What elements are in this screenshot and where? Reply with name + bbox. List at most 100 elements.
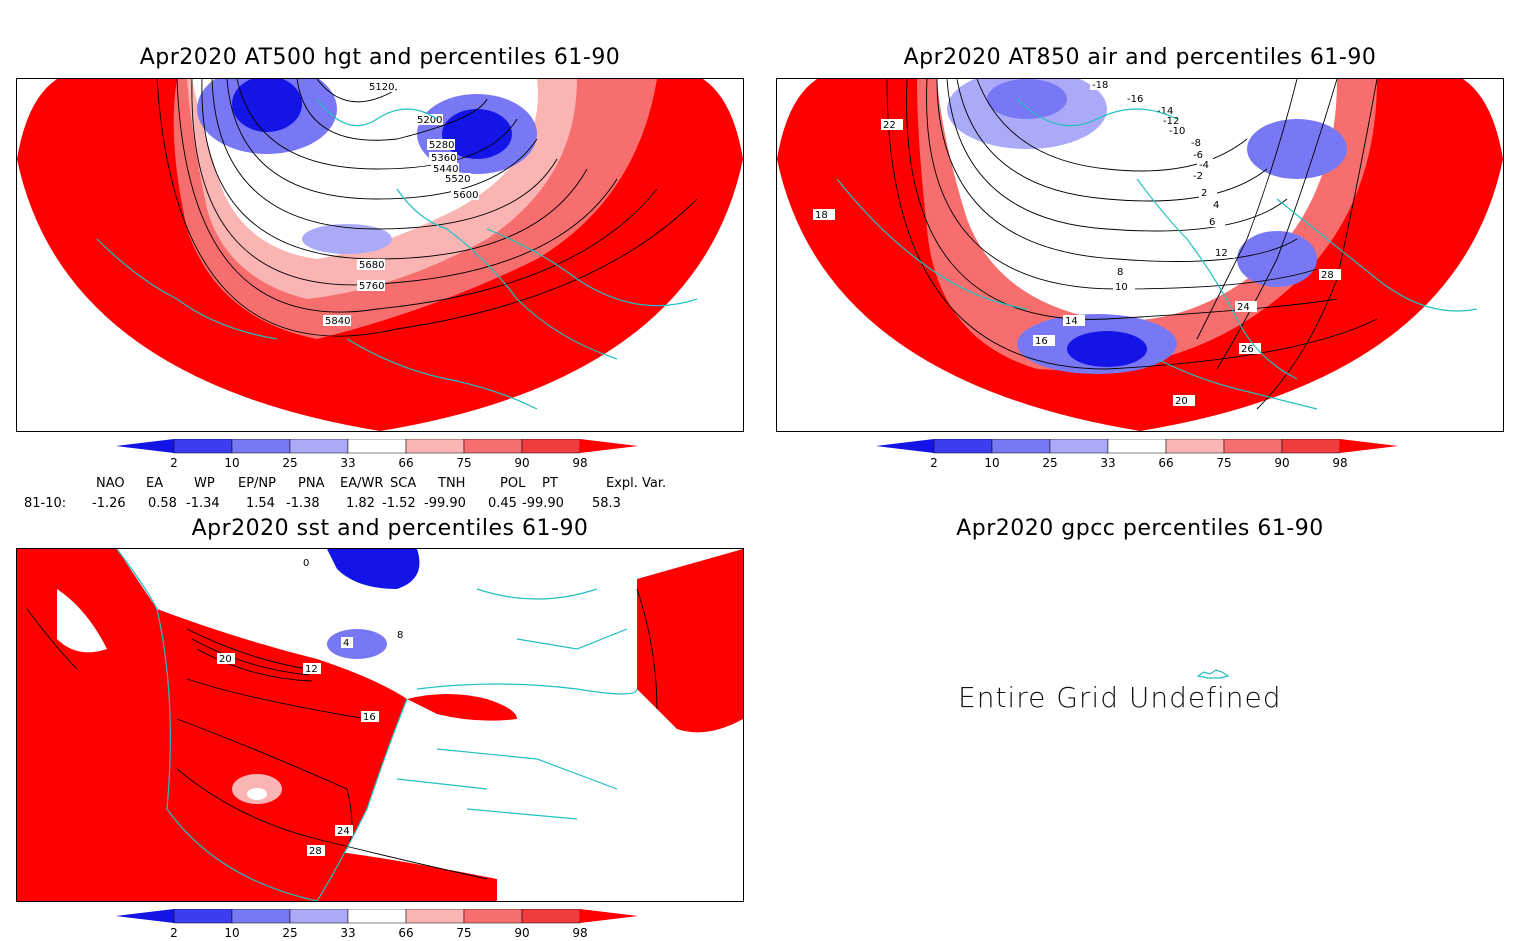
- map-hgt: 5120 5200 5280 5360 5440 5520 5600 5680 …: [17, 79, 743, 431]
- colorbar-segment: [173, 909, 233, 924]
- colorbar-tick-label: 2: [930, 456, 938, 470]
- colorbar-tick-label: 98: [572, 456, 587, 470]
- colorbar-tick-label: 33: [340, 926, 355, 940]
- colorbar-tick-label: 10: [224, 926, 239, 940]
- colorbar-tick-label: 75: [456, 926, 471, 940]
- index-header: NAO: [96, 476, 125, 491]
- colorbar-tick-label: 90: [514, 456, 529, 470]
- contour-label: 24: [1237, 302, 1250, 313]
- contour-label: 12: [1215, 248, 1228, 259]
- colorbar: 2 10 25 33 66 75 90 98: [116, 909, 638, 940]
- contour-label: 8: [397, 630, 403, 641]
- colorbar-tick-label: 33: [1100, 456, 1115, 470]
- contour-label: 4: [343, 638, 349, 649]
- colorbar-segment: [933, 439, 993, 454]
- map-air: -18 -16 -14 -12 -10 -8 -6 -4 -2 2 4 6 8 …: [777, 79, 1503, 431]
- contour-label: -8: [1191, 138, 1201, 149]
- coastlines: [116, 549, 638, 901]
- contour-label: 26: [1241, 344, 1254, 355]
- contour-label: 5840: [325, 316, 350, 327]
- small-outline-icon: [1196, 669, 1230, 679]
- contour-lines: [156, 79, 698, 337]
- contour-label: 18: [815, 210, 828, 221]
- contour-label: -14: [1157, 106, 1173, 117]
- colorbar-tick-label: 98: [572, 926, 587, 940]
- colorbar-tick-label: 10: [224, 456, 239, 470]
- contour-label: -16: [1127, 94, 1143, 105]
- colorbar-tick-label: 90: [1274, 456, 1289, 470]
- contour-label: -18: [1092, 80, 1108, 91]
- index-value: 0.45: [488, 496, 517, 511]
- colorbar: 2 10 25 33 66 75 90 98: [116, 439, 638, 470]
- colorbar-segment: [463, 439, 523, 454]
- colorbar-segment: [1223, 439, 1283, 454]
- index-value: 0.58: [148, 496, 177, 511]
- index-header: WP: [194, 476, 215, 491]
- panel-title-gpcc: Apr2020 gpcc percentiles 61-90: [956, 516, 1324, 541]
- contour-labels: 0 4 8 12 16 20 24 28: [217, 557, 407, 857]
- index-header: TNH: [438, 476, 466, 491]
- contour-label: 4: [1213, 200, 1219, 211]
- contour-label: 5120: [369, 82, 394, 93]
- contour-label: -2: [1193, 171, 1203, 182]
- map-sst: 0 4 8 12 16 20 24 28: [17, 549, 743, 901]
- blue-anomaly-core: [987, 79, 1067, 119]
- contour-label: 28: [1321, 270, 1334, 281]
- colorbar-segment: [405, 909, 465, 924]
- colorbar-segment: [347, 909, 407, 924]
- contour-labels: -18 -16 -14 -12 -10 -8 -6 -4 -2 2 4 6 8 …: [813, 79, 1341, 407]
- coastlines: [96, 98, 698, 410]
- contour-label: -12: [1163, 116, 1179, 127]
- colorbar-segment: [1049, 439, 1109, 454]
- map-corner-white: [777, 79, 817, 159]
- coastlines: [836, 98, 1478, 410]
- map-corner-white: [1463, 79, 1503, 159]
- contour-label: 20: [219, 654, 232, 665]
- contour-label: 5440: [433, 164, 458, 175]
- colorbar-tick-label: 10: [984, 456, 999, 470]
- white-gap: [57, 589, 107, 653]
- map-corner-white: [703, 79, 743, 159]
- colorbar-tick-label: 66: [398, 926, 413, 940]
- index-header: SCA: [390, 476, 417, 491]
- colorbar-tick-label: 75: [1216, 456, 1231, 470]
- colorbar-arrow-high: [1340, 439, 1398, 453]
- contour-label: 5520: [445, 174, 470, 185]
- colorbar-tick-label: 25: [282, 926, 297, 940]
- index-value: 1.82: [346, 496, 375, 511]
- blue-anomaly: [302, 224, 392, 254]
- contour-label: 0: [303, 558, 309, 569]
- index-header: EA: [146, 476, 164, 491]
- contour-label: 5360: [431, 153, 456, 164]
- map-corner-white: [17, 79, 57, 159]
- colorbar-tick-label: 98: [1332, 456, 1347, 470]
- colorbar-segment: [1107, 439, 1167, 454]
- colorbar-tick-label: 66: [398, 456, 413, 470]
- panel-title-air: Apr2020 AT850 air and percentiles 61-90: [903, 45, 1377, 70]
- panel-title-hgt: Apr2020 AT500 hgt and percentiles 61-90: [139, 45, 621, 70]
- colorbar-segment: [463, 909, 523, 924]
- contour-label: 8: [1117, 267, 1123, 278]
- colorbar-segment: [289, 909, 349, 924]
- ocean-east: [637, 549, 743, 733]
- index-row-label: 81-10:: [24, 496, 67, 511]
- contour-label: 20: [1175, 396, 1188, 407]
- teleconnection-indices: NAO EA WP EP/NP PNA EA/WR SCA TNH POL PT…: [0, 474, 760, 514]
- colorbar-segment: [1165, 439, 1225, 454]
- colorbar-tick-label: 66: [1158, 456, 1173, 470]
- panel-title-sst: Apr2020 sst and percentiles 61-90: [191, 516, 589, 541]
- colorbar-tick-label: 33: [340, 456, 355, 470]
- index-header: PT: [542, 476, 558, 491]
- blue-anomaly-core: [232, 79, 302, 132]
- index-header: POL: [500, 476, 526, 491]
- blue-anomaly-core: [442, 109, 512, 159]
- colorbar-segment: [991, 439, 1051, 454]
- blue-anomaly: [327, 549, 420, 589]
- colorbar-segment: [347, 439, 407, 454]
- index-header: Expl. Var.: [606, 476, 667, 491]
- colorbar-segment: [289, 439, 349, 454]
- blue-anomaly: [327, 629, 387, 659]
- contour-label: 22: [883, 120, 896, 131]
- index-value: -1.26: [92, 496, 126, 511]
- colorbar-tick-label: 90: [514, 926, 529, 940]
